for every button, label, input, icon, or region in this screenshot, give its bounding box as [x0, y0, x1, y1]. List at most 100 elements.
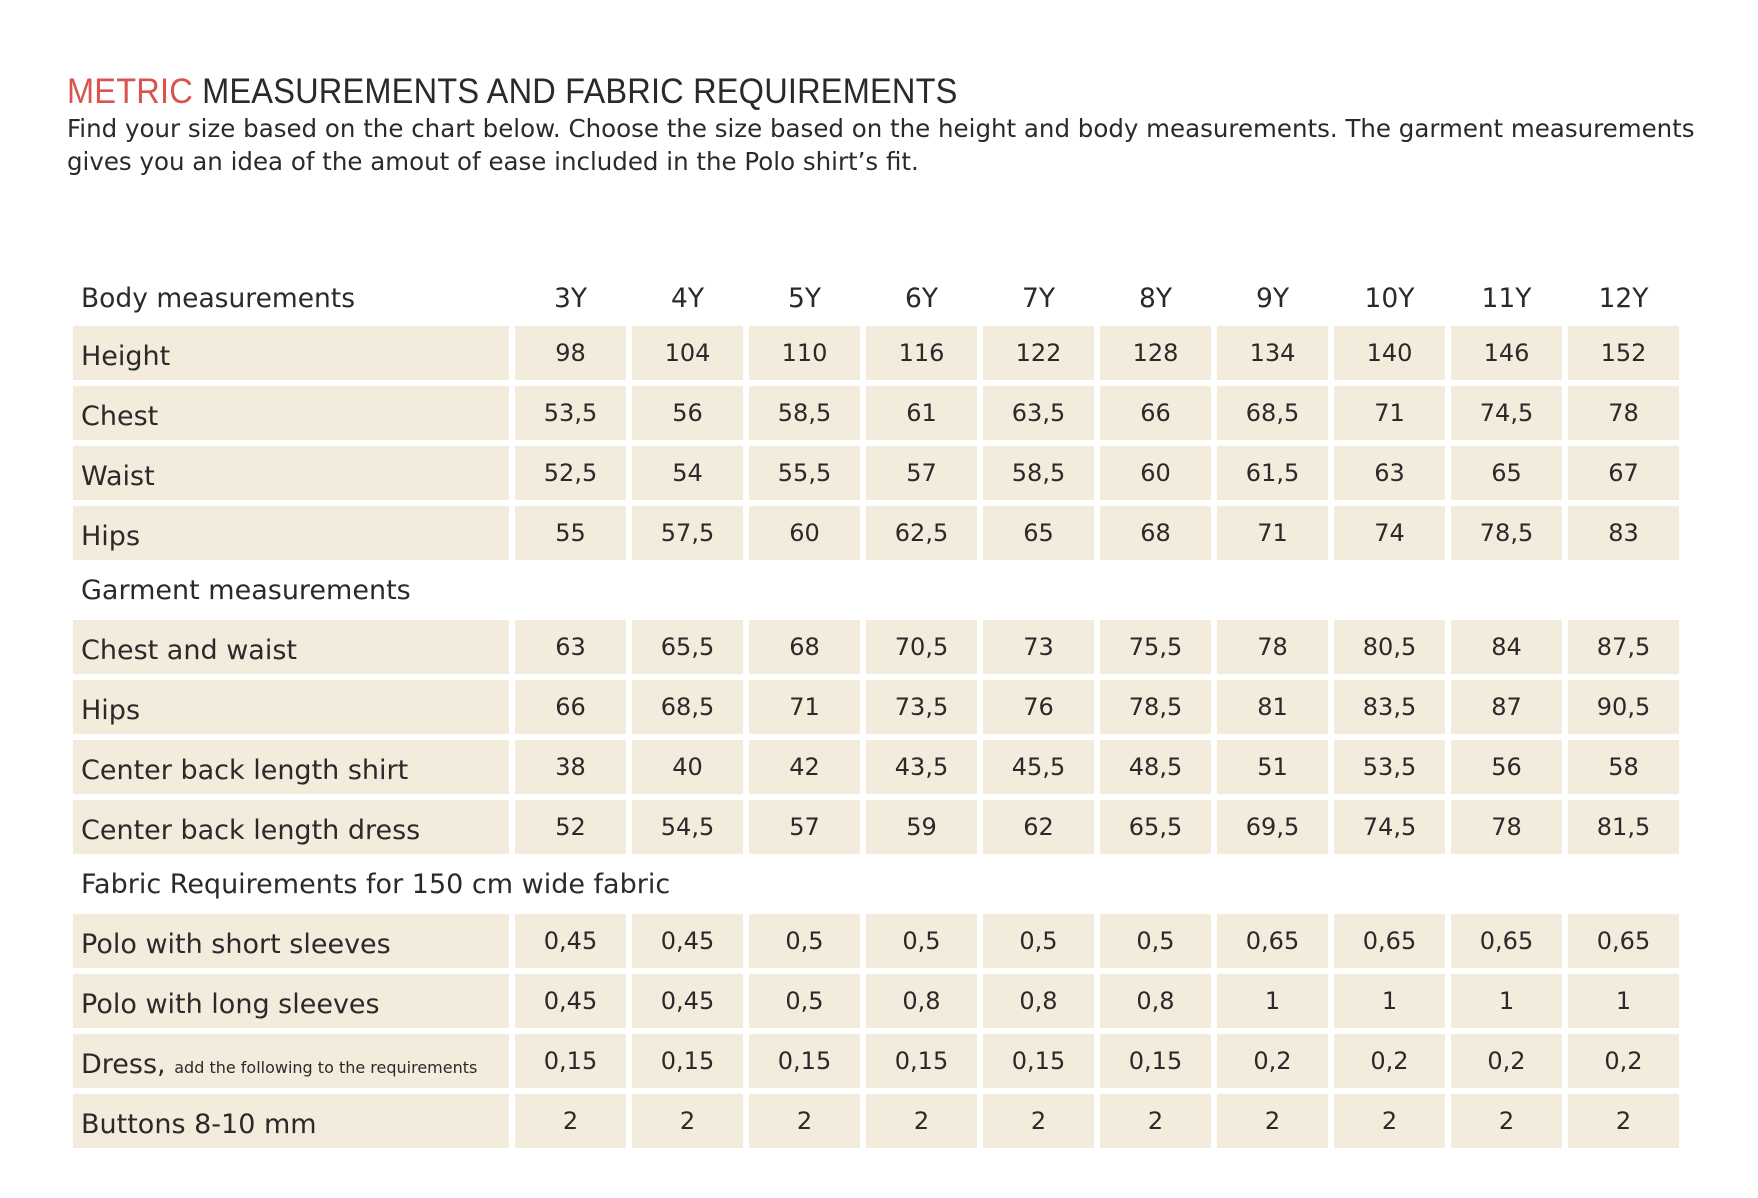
body-measurements-heading: Body measurements — [81, 282, 356, 314]
table-row-center-back-length-dress: Center back length dress 52 54,5 57 59 62 65,5… — [73, 800, 1679, 854]
table-cell: 42 — [749, 740, 860, 794]
table-cell: 57 — [749, 800, 860, 854]
row-label: Center back length shirt — [73, 740, 509, 794]
table-cell: 0,65 — [1568, 914, 1679, 968]
table-cell: 0,2 — [1568, 1034, 1679, 1088]
table-cell: 2 — [1334, 1094, 1445, 1148]
table-cell: 58,5 — [983, 446, 1094, 500]
table-cell: 122 — [983, 326, 1094, 380]
table-cell: 0,8 — [1100, 974, 1211, 1028]
table-cell: 140 — [1334, 326, 1445, 380]
row-label-text: Chest — [81, 400, 159, 432]
table-cell: 48,5 — [1100, 740, 1211, 794]
table-cell: 0,2 — [1217, 1034, 1328, 1088]
row-label-text: Dress, — [81, 1048, 166, 1080]
table-cell: 43,5 — [866, 740, 977, 794]
table-cell: 56 — [632, 386, 743, 440]
row-label: Hips — [73, 680, 509, 734]
table-cell: 0,65 — [1451, 914, 1562, 968]
table-cell: 60 — [1100, 446, 1211, 500]
table-cell: 0,45 — [632, 974, 743, 1028]
title-accent: METRIC — [67, 72, 193, 111]
size-header: 4Y — [670, 282, 705, 314]
size-header: 12Y — [1598, 282, 1649, 314]
table-cell: 80,5 — [1334, 620, 1445, 674]
row-label: Chest — [73, 386, 509, 440]
table-cell: 2 — [866, 1094, 977, 1148]
size-header: 3Y — [553, 282, 588, 314]
table-cell: 90,5 — [1568, 680, 1679, 734]
fabric-requirements-heading-label: Fabric Requirements for 150 cm wide fabr… — [81, 868, 671, 900]
table-cell: 63 — [1334, 446, 1445, 500]
table-cell: 134 — [1217, 326, 1328, 380]
table-cell: 53,5 — [515, 386, 626, 440]
size-chart-table: Body measurements 3Y 4Y 5Y 6Y 7Y 8Y 9Y 1… — [67, 270, 1685, 1154]
table-cell: 104 — [632, 326, 743, 380]
row-label-note: add the following to the requirements — [174, 1057, 478, 1077]
size-header: 10Y — [1364, 282, 1415, 314]
table-cell: 40 — [632, 740, 743, 794]
table-cell: 1 — [1217, 974, 1328, 1028]
table-cell: 61 — [866, 386, 977, 440]
table-cell: 59 — [866, 800, 977, 854]
table-cell: 0,45 — [632, 914, 743, 968]
table-cell: 66 — [515, 680, 626, 734]
size-chart-body: Body measurements 3Y 4Y 5Y 6Y 7Y 8Y 9Y 1… — [73, 276, 1679, 1148]
row-label-text: Center back length dress — [81, 814, 421, 846]
table-cell: 1 — [1451, 974, 1562, 1028]
table-cell: 69,5 — [1217, 800, 1328, 854]
row-label: Hips — [73, 506, 509, 560]
table-cell: 152 — [1568, 326, 1679, 380]
row-label: Buttons 8-10 mm — [73, 1094, 509, 1148]
row-label: Dress, add the following to the requirem… — [73, 1034, 509, 1088]
table-cell: 0,5 — [1100, 914, 1211, 968]
table-cell: 83 — [1568, 506, 1679, 560]
table-cell: 76 — [983, 680, 1094, 734]
garment-measurements-heading: Garment measurements — [73, 566, 1679, 614]
table-cell: 0,5 — [983, 914, 1094, 968]
table-cell: 71 — [749, 680, 860, 734]
table-cell: 98 — [515, 326, 626, 380]
table-cell: 68,5 — [1217, 386, 1328, 440]
table-cell: 54,5 — [632, 800, 743, 854]
table-cell: 61,5 — [1217, 446, 1328, 500]
table-cell: 58 — [1568, 740, 1679, 794]
table-cell: 2 — [983, 1094, 1094, 1148]
table-cell: 68 — [1100, 506, 1211, 560]
table-cell: 1 — [1334, 974, 1445, 1028]
table-cell: 78 — [1568, 386, 1679, 440]
table-cell: 81,5 — [1568, 800, 1679, 854]
table-cell: 0,15 — [866, 1034, 977, 1088]
table-row-buttons-8-10-mm: Buttons 8-10 mm 2 2 2 2 2 2 2 2 2 2 — [73, 1094, 1679, 1148]
table-cell: 71 — [1217, 506, 1328, 560]
table-cell: 45,5 — [983, 740, 1094, 794]
table-cell: 71 — [1334, 386, 1445, 440]
header-row: Body measurements 3Y 4Y 5Y 6Y 7Y 8Y 9Y 1… — [73, 276, 1679, 320]
table-cell: 78 — [1217, 620, 1328, 674]
table-row-chest-and-waist: Chest and waist 63 65,5 68 70,5 73 75,5 78 80,5 8… — [73, 620, 1679, 674]
table-cell: 116 — [866, 326, 977, 380]
table-cell: 0,5 — [749, 914, 860, 968]
table-cell: 87 — [1451, 680, 1562, 734]
page-title: METRIC MEASUREMENTS AND FABRIC REQUIREME… — [67, 72, 958, 112]
table-cell: 57 — [866, 446, 977, 500]
row-label-text: Center back length shirt — [81, 754, 409, 786]
table-cell: 63 — [515, 620, 626, 674]
table-cell: 73,5 — [866, 680, 977, 734]
table-cell: 2 — [1217, 1094, 1328, 1148]
table-row-polo-with-long-sleeves: Polo with long sleeves 0,45 0,45 0,5 0,8 0,8 0… — [73, 974, 1679, 1028]
intro-text: Find your size based on the chart below.… — [67, 114, 1695, 176]
table-row-hips: Hips 55 57,5 60 62,5 65 68 71 74 78,5 83 — [73, 506, 1679, 560]
row-label-text: Buttons 8-10 mm — [81, 1108, 317, 1140]
table-cell: 65 — [1451, 446, 1562, 500]
table-cell: 1 — [1568, 974, 1679, 1028]
table-cell: 83,5 — [1334, 680, 1445, 734]
row-label-text: Polo with long sleeves — [81, 988, 380, 1020]
table-cell: 55 — [515, 506, 626, 560]
row-label-text: Height — [81, 340, 171, 372]
table-cell: 128 — [1100, 326, 1211, 380]
table-cell: 53,5 — [1334, 740, 1445, 794]
table-cell: 0,15 — [749, 1034, 860, 1088]
row-label-text: Hips — [81, 694, 141, 726]
table-row-polo-with-short-sleeves: Polo with short sleeves 0,45 0,45 0,5 0,5 0,5… — [73, 914, 1679, 968]
